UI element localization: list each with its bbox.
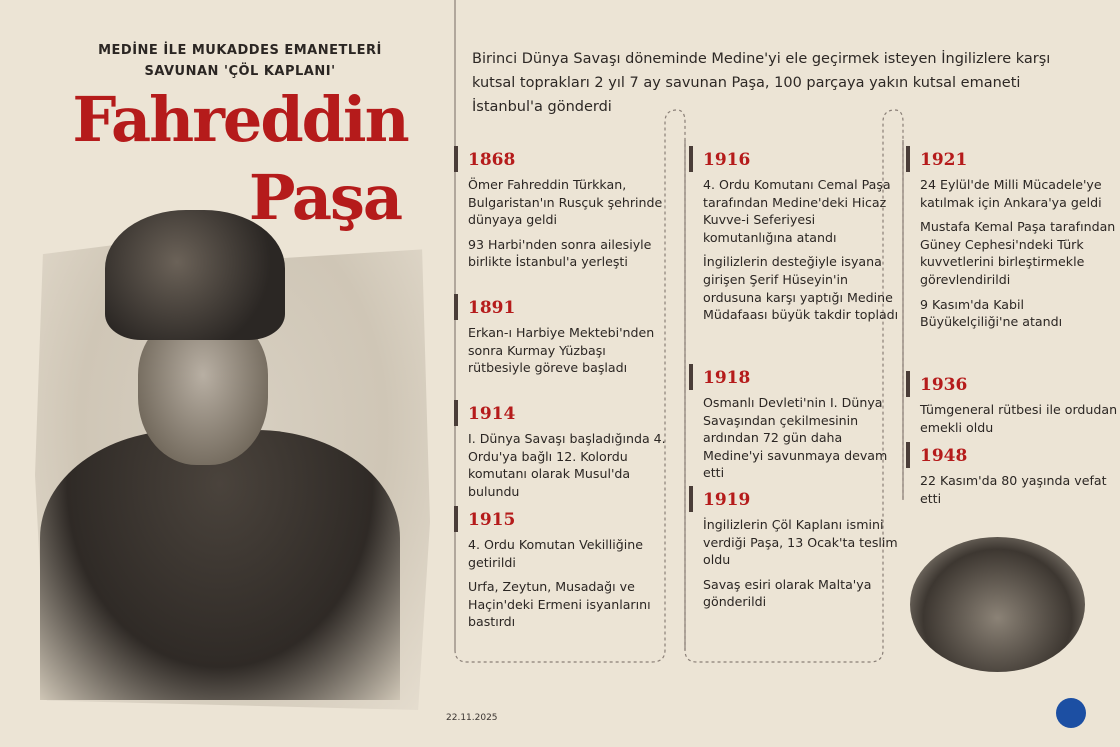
page-title-line-1: Fahreddin — [72, 83, 409, 156]
timeline-entry-1919: 1919 İngilizlerin Çöl Kaplanı ismini verd… — [689, 486, 903, 618]
timeline-text: 24 Eylül'de Milli Mücadele'ye katılmak i… — [920, 177, 1102, 210]
publish-date: 22.11.2025 — [446, 713, 498, 723]
timeline-year: 1915 — [454, 506, 668, 532]
page-title-line-2: Paşa — [248, 161, 403, 234]
portrait-uniform — [40, 430, 400, 700]
timeline-text: İngilizlerin Çöl Kaplanı ismini verdiği … — [703, 517, 898, 568]
timeline-entry-1891: 1891 Erkan-ı Harbiye Mektebi'nden sonra K… — [454, 294, 668, 384]
timeline-text: I. Dünya Savaşı başladığında 4. Ordu'ya … — [468, 431, 666, 499]
timeline-year: 1914 — [454, 400, 668, 426]
timeline-text: 93 Harbi'nden sonra ailesiyle birlikte İ… — [468, 236, 652, 270]
timeline-entry-1936: 1936 Tümgeneral rütbesi ile ordudan emekl… — [906, 371, 1120, 443]
timeline-year: 1868 — [454, 146, 668, 172]
timeline-text: Tümgeneral rütbesi ile ordudan emekli ol… — [920, 402, 1118, 435]
timeline-entry-1916: 1916 4. Ordu Komutanı Cemal Paşa tarafınd… — [689, 146, 903, 331]
portrait-face — [138, 315, 268, 465]
kicker: MEDİNE İLE MUKADDES EMANETLERİ SAVUNAN '… — [60, 40, 420, 82]
timeline-text: Mustafa Kemal Paşa tarafından Güney Ceph… — [920, 219, 1116, 287]
timeline-entry-1868: 1868 Ömer Fahreddin Türkkan, Bulgaristan'… — [454, 146, 668, 278]
timeline-text: 9 Kasım'da Kabil Büyükelçiliği'ne atandı — [920, 296, 1063, 330]
aa-logo — [1056, 698, 1086, 728]
historic-photo-palms — [910, 537, 1085, 672]
timeline-text: Savaş esiri olarak Malta'ya gönderildi — [703, 576, 872, 610]
timeline-text: 4. Ordu Komutanı Cemal Paşa tarafından M… — [703, 177, 891, 245]
timeline-text: İngilizlerin desteğiyle isyana girişen Ş… — [703, 254, 899, 323]
timeline-year: 1936 — [906, 371, 1120, 397]
kicker-line-1: MEDİNE İLE MUKADDES EMANETLERİ — [98, 43, 382, 58]
intro-text: Birinci Dünya Savaşı döneminde Medine'yi… — [472, 51, 1051, 115]
timeline-year: 1921 — [906, 146, 1120, 172]
timeline-entry-1914: 1914 I. Dünya Savaşı başladığında 4. Ordu… — [454, 400, 668, 507]
timeline-year: 1916 — [689, 146, 903, 172]
timeline-text: 22 Kasım'da 80 yaşında vefat etti — [920, 473, 1107, 506]
timeline-year: 1948 — [906, 442, 1120, 468]
timeline-entry-1948: 1948 22 Kasım'da 80 yaşında vefat etti — [906, 442, 1120, 514]
timeline-year: 1919 — [689, 486, 903, 512]
timeline-text: Urfa, Zeytun, Musadağı ve Haçin'deki Erm… — [468, 579, 651, 630]
timeline-text: Osmanlı Devleti'nin I. Dünya Savaşından … — [703, 395, 888, 481]
timeline-entry-1915: 1915 4. Ordu Komutan Vekilliğine getirild… — [454, 506, 668, 638]
timeline-entry-1921: 1921 24 Eylül'de Milli Mücadele'ye katılm… — [906, 146, 1120, 338]
timeline-text: Ömer Fahreddin Türkkan, Bulgaristan'ın R… — [468, 177, 663, 228]
timeline-year: 1918 — [689, 364, 903, 390]
timeline-year: 1891 — [454, 294, 668, 320]
kicker-line-2: SAVUNAN 'ÇÖL KAPLANI' — [144, 64, 336, 79]
timeline-text: Erkan-ı Harbiye Mektebi'nden sonra Kurma… — [468, 325, 655, 376]
portrait-fur-hat — [105, 210, 285, 340]
timeline-entry-1918: 1918 Osmanlı Devleti'nin I. Dünya Savaşın… — [689, 364, 903, 489]
timeline-text: 4. Ordu Komutan Vekilliğine getirildi — [468, 537, 643, 570]
